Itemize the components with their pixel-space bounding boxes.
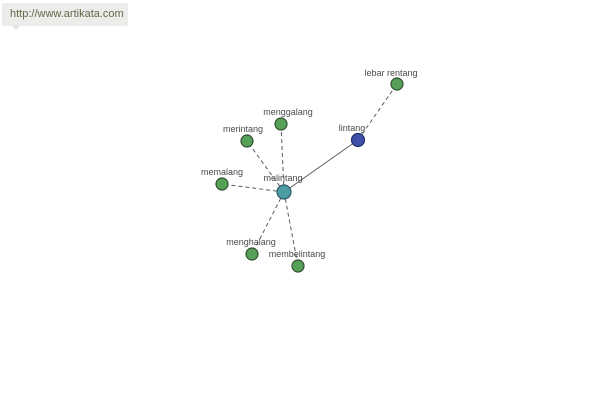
graph-node-merintang[interactable] — [240, 134, 254, 148]
graph-node-label-menghalang[interactable]: menghalang — [226, 237, 276, 247]
graph-node-lebar-rentang[interactable] — [390, 77, 404, 91]
graph-node-lintang[interactable] — [350, 132, 366, 148]
graph-node-label-merintang[interactable]: merintang — [223, 124, 263, 134]
graph-node-menggalang[interactable] — [274, 117, 288, 131]
graph-edge-melintang-lintang — [283, 139, 359, 193]
graph-edge-melintang-menghalang — [251, 191, 285, 255]
graph-node-label-melintang[interactable]: melintang — [263, 173, 302, 183]
graph-node-label-menggalang[interactable]: menggalang — [263, 107, 313, 117]
graph-edge-lintang-lebar-rentang — [357, 83, 398, 141]
graph-edge-melintang-memalang — [221, 183, 285, 193]
graph-edge-melintang-membelintang — [283, 191, 299, 267]
graph-node-label-lintang[interactable]: lintang — [339, 123, 366, 133]
url-tooltip-notch — [12, 26, 20, 30]
graph-edge-melintang-merintang — [246, 140, 285, 193]
graph-node-label-lebar-rentang[interactable]: lebar rentang — [364, 68, 417, 78]
url-tooltip: http://www.artikata.com — [2, 3, 128, 26]
graph-node-memalang[interactable] — [215, 177, 229, 191]
graph-node-menghalang[interactable] — [245, 247, 259, 261]
graph-node-membelintang[interactable] — [291, 259, 305, 273]
graph-node-melintang[interactable] — [276, 184, 292, 200]
url-tooltip-text: http://www.artikata.com — [10, 8, 124, 20]
graph-node-label-membelintang[interactable]: membelintang — [269, 249, 326, 259]
graph-edge-melintang-menggalang — [280, 123, 285, 193]
graph-node-label-memalang[interactable]: memalang — [201, 167, 243, 177]
